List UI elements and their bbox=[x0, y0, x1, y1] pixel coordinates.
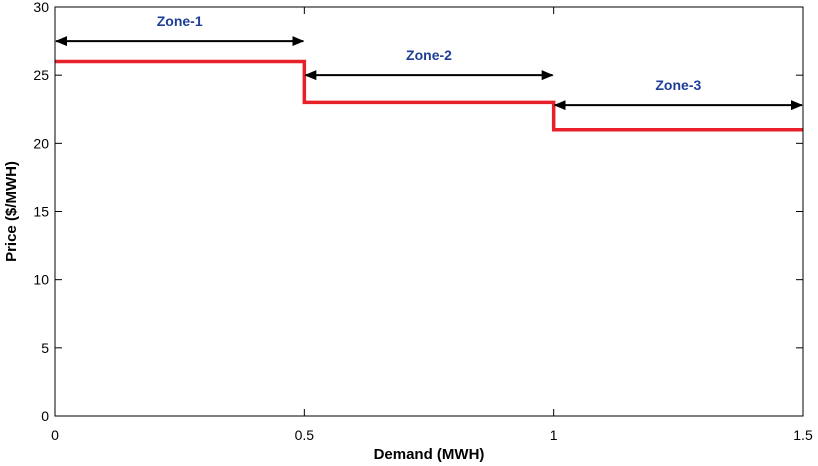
y-tick-label: 25 bbox=[33, 67, 49, 83]
y-axis-title: Price ($/MWH) bbox=[3, 161, 20, 262]
zone-label: Zone-2 bbox=[406, 47, 452, 63]
zone-label: Zone-3 bbox=[655, 77, 701, 93]
x-tick-label: 0 bbox=[51, 427, 59, 443]
x-tick-label: 0.5 bbox=[295, 427, 315, 443]
data-layer bbox=[55, 59, 803, 132]
y-tick-label: 15 bbox=[33, 204, 49, 220]
zone-label: Zone-1 bbox=[157, 13, 203, 29]
y-tick-label: 20 bbox=[33, 135, 49, 151]
price-step-line bbox=[55, 59, 803, 132]
x-tick-label: 1 bbox=[550, 427, 558, 443]
x-axis-title: Demand (MWH) bbox=[374, 446, 485, 463]
plot-frame bbox=[54, 6, 804, 417]
y-tick-label: 30 bbox=[33, 0, 49, 15]
y-tick-label: 5 bbox=[41, 340, 49, 356]
ticks-layer: 0 0.5 1 1.5 0 5 10 15 20 25 30 bbox=[33, 0, 813, 443]
y-tick-label: 0 bbox=[41, 408, 49, 424]
y-tick-label: 10 bbox=[33, 272, 49, 288]
x-tick-label: 1.5 bbox=[793, 427, 813, 443]
annotation-layer: Zone-1 Zone-2 Zone-3 bbox=[55, 13, 803, 111]
